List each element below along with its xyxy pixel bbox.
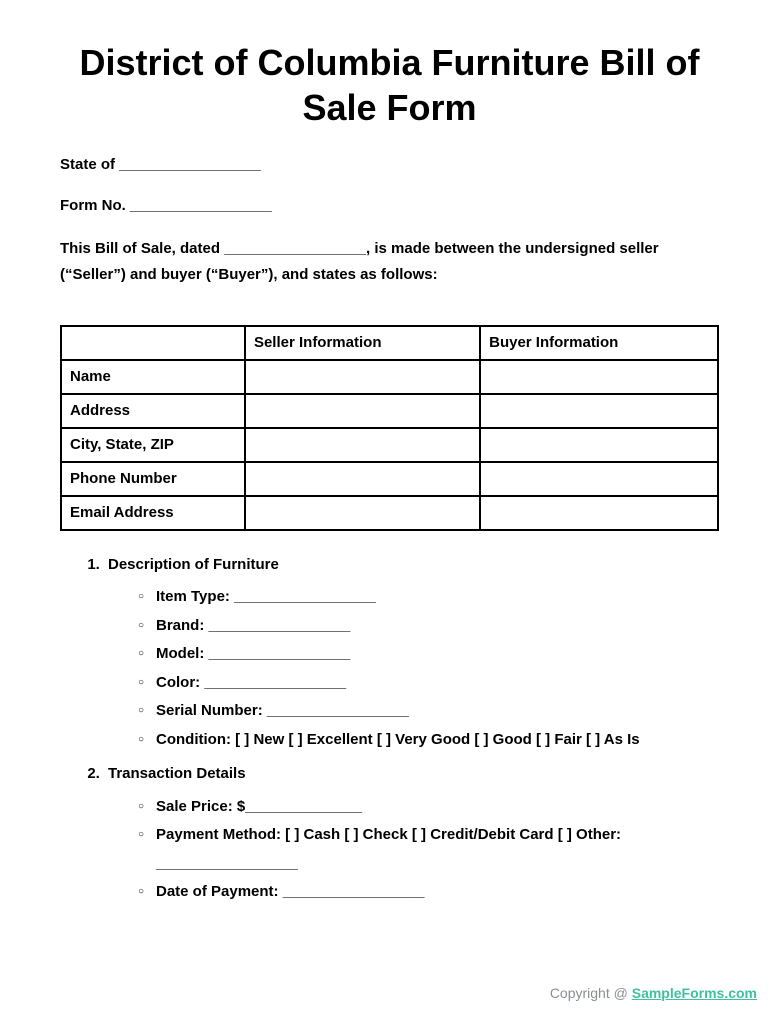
- state-of-line: State of _________________: [60, 154, 719, 175]
- sections-list: Description of Furniture Item Type: ____…: [60, 551, 719, 907]
- row-label: Phone Number: [61, 462, 245, 496]
- list-item: Color: _________________: [138, 669, 719, 698]
- seller-cell: [245, 394, 480, 428]
- seller-cell: [245, 428, 480, 462]
- table-header-seller: Seller Information: [245, 326, 480, 360]
- intro-paragraph: This Bill of Sale, dated _______________…: [60, 236, 719, 289]
- table-row: Address: [61, 394, 718, 428]
- buyer-cell: [480, 462, 718, 496]
- list-item: Serial Number: _________________: [138, 697, 719, 726]
- form-no-line: Form No. _________________: [60, 195, 719, 216]
- table-row: City, State, ZIP: [61, 428, 718, 462]
- list-item: Brand: _________________: [138, 612, 719, 641]
- list-item: Condition: [ ] New [ ] Excellent [ ] Ver…: [138, 726, 719, 755]
- row-label: City, State, ZIP: [61, 428, 245, 462]
- row-label: Email Address: [61, 496, 245, 530]
- seller-cell: [245, 496, 480, 530]
- table-row: Email Address: [61, 496, 718, 530]
- list-item: Model: _________________: [138, 640, 719, 669]
- row-label: Name: [61, 360, 245, 394]
- table-header-blank: [61, 326, 245, 360]
- section-description: Description of Furniture Item Type: ____…: [104, 551, 719, 755]
- list-item: Item Type: _________________: [138, 583, 719, 612]
- table-row: Name: [61, 360, 718, 394]
- footer-link[interactable]: SampleForms.com: [632, 985, 757, 1001]
- list-item: Sale Price: $______________: [138, 793, 719, 822]
- section-title: Transaction Details: [108, 765, 246, 782]
- row-label: Address: [61, 394, 245, 428]
- party-info-table: Seller Information Buyer Information Nam…: [60, 325, 719, 531]
- buyer-cell: [480, 394, 718, 428]
- page-title: District of Columbia Furniture Bill of S…: [60, 40, 719, 130]
- transaction-items: Sale Price: $______________ Payment Meth…: [108, 793, 719, 907]
- table-header-row: Seller Information Buyer Information: [61, 326, 718, 360]
- section-transaction: Transaction Details Sale Price: $_______…: [104, 760, 719, 907]
- table-row: Phone Number: [61, 462, 718, 496]
- section-title: Description of Furniture: [108, 556, 279, 573]
- seller-cell: [245, 462, 480, 496]
- footer-prefix: Copyright @: [550, 985, 632, 1001]
- buyer-cell: [480, 496, 718, 530]
- table-header-buyer: Buyer Information: [480, 326, 718, 360]
- seller-cell: [245, 360, 480, 394]
- description-items: Item Type: _________________ Brand: ____…: [108, 583, 719, 754]
- list-item: Date of Payment: _________________: [138, 878, 719, 907]
- footer: Copyright @ SampleForms.com: [550, 985, 757, 1001]
- list-item: Payment Method: [ ] Cash [ ] Check [ ] C…: [138, 821, 719, 878]
- buyer-cell: [480, 360, 718, 394]
- buyer-cell: [480, 428, 718, 462]
